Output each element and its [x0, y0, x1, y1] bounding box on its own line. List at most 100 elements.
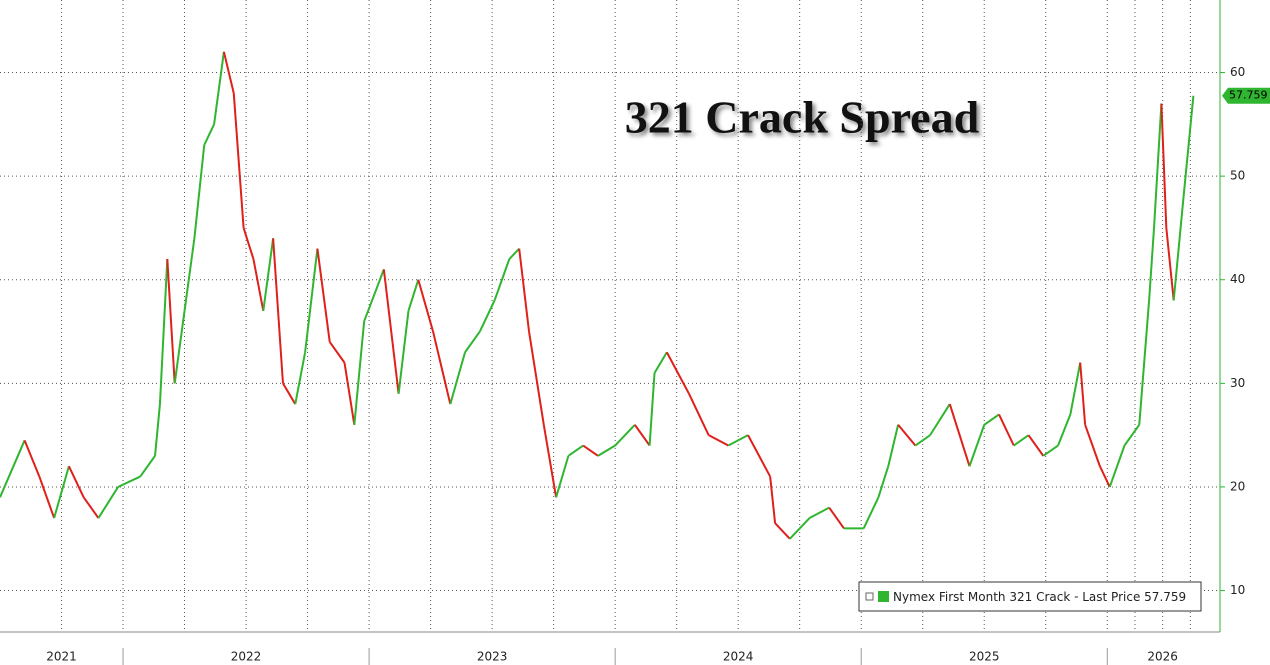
- legend-last-label: Last Price: [1082, 590, 1140, 604]
- price-segment: [272, 238, 284, 384]
- price-segment: [1084, 424, 1101, 467]
- legend-toggle: [865, 592, 874, 601]
- price-segment: [914, 434, 931, 447]
- price-segment: [222, 51, 235, 94]
- price-segment: [38, 476, 56, 519]
- y-tick-label: 30: [1230, 376, 1245, 390]
- x-tick-label: 2022: [231, 650, 262, 664]
- legend-box: [858, 581, 1202, 612]
- price-segment: [983, 413, 1000, 426]
- price-segment: [1042, 444, 1059, 457]
- legend: Nymex First Month 321 Crack - Last Price…: [858, 581, 1202, 612]
- price-segment: [887, 424, 900, 467]
- price-segment: [1079, 362, 1087, 425]
- price-segment: [582, 444, 599, 457]
- price-segment: [1172, 196, 1185, 301]
- price-segment: [774, 522, 791, 540]
- price-segment: [363, 269, 385, 322]
- price-segment: [1148, 227, 1156, 301]
- y-tick-label: 20: [1230, 479, 1245, 493]
- price-segment: [139, 455, 156, 478]
- price-segment: [769, 476, 777, 524]
- price-segment: [0, 439, 26, 498]
- price-segment: [282, 382, 297, 405]
- price-segment: [203, 123, 215, 146]
- price-segment: [634, 424, 651, 447]
- legend-last-value: 57.759: [1144, 590, 1186, 604]
- price-segment: [1108, 445, 1126, 488]
- price-segment: [213, 51, 225, 125]
- price-segment: [1123, 424, 1141, 447]
- price-segment: [232, 93, 245, 229]
- price-segment: [343, 362, 356, 425]
- last-price-tag: [1222, 87, 1270, 104]
- price-segment: [1098, 465, 1111, 488]
- price-segment: [968, 424, 986, 467]
- price-segment: [1165, 227, 1175, 301]
- price-segment: [688, 393, 710, 436]
- price-segment: [528, 331, 545, 425]
- price-segment: [183, 238, 196, 311]
- chart-title: 321 Crack Spread: [625, 92, 980, 143]
- price-segment: [727, 434, 749, 447]
- price-segment: [828, 507, 845, 529]
- price-segment: [382, 269, 400, 394]
- price-segment: [897, 424, 917, 447]
- legend-label: Nymex First Month 321 Crack - Last Price…: [893, 590, 1186, 604]
- price-segment: [1153, 103, 1163, 228]
- price-segment: [567, 444, 584, 457]
- price-segment: [597, 444, 616, 457]
- price-segment: [862, 496, 880, 529]
- price-segment: [948, 403, 971, 467]
- price-segment: [262, 238, 275, 311]
- price-segment: [493, 258, 511, 301]
- x-tick-label: 2025: [969, 650, 1000, 664]
- price-segment: [193, 144, 206, 239]
- price-segment: [614, 424, 636, 447]
- price-segment: [747, 434, 772, 478]
- price-segment: [82, 496, 100, 519]
- price-segment: [464, 330, 481, 353]
- price-segment: [328, 341, 346, 364]
- price-segment: [998, 413, 1015, 446]
- legend-swatch: [878, 591, 889, 602]
- price-segment: [417, 279, 435, 332]
- price-segment: [1069, 362, 1082, 415]
- price-segment: [97, 486, 119, 519]
- price-segment: [173, 310, 186, 384]
- price-segment: [708, 434, 729, 447]
- price-segment: [242, 227, 255, 260]
- x-tick-label: 2024: [723, 650, 754, 664]
- price-segment: [432, 331, 452, 405]
- price-segment: [407, 279, 420, 312]
- y-tick-label: 10: [1230, 583, 1245, 597]
- price-segment: [542, 424, 558, 498]
- price-segment: [648, 372, 656, 446]
- price-segment: [304, 248, 319, 353]
- price-segment: [158, 258, 169, 405]
- price-segment: [67, 465, 85, 498]
- price-segment: [1160, 103, 1168, 228]
- price-segment: [1138, 300, 1151, 425]
- price-segment: [166, 258, 176, 384]
- price-segment: [789, 517, 811, 540]
- price-segment: [117, 475, 141, 488]
- last-price-label: 57.759: [1229, 89, 1268, 102]
- price-segment: [665, 351, 690, 395]
- legend-series: Nymex First Month 321 Crack: [893, 590, 1070, 604]
- price-segment: [252, 258, 265, 312]
- price-segment: [1057, 414, 1072, 446]
- price-segment: [316, 248, 331, 343]
- price-segment: [397, 310, 410, 394]
- x-tick-label: 2021: [46, 650, 77, 664]
- price-segment: [653, 351, 668, 374]
- price-segment: [518, 248, 531, 332]
- x-tick-label: 2026: [1147, 650, 1178, 664]
- x-tick-label: 2023: [477, 650, 508, 664]
- price-segment: [508, 247, 520, 260]
- price-segment: [929, 403, 951, 436]
- series: [0, 51, 1195, 540]
- price-segment: [809, 506, 830, 519]
